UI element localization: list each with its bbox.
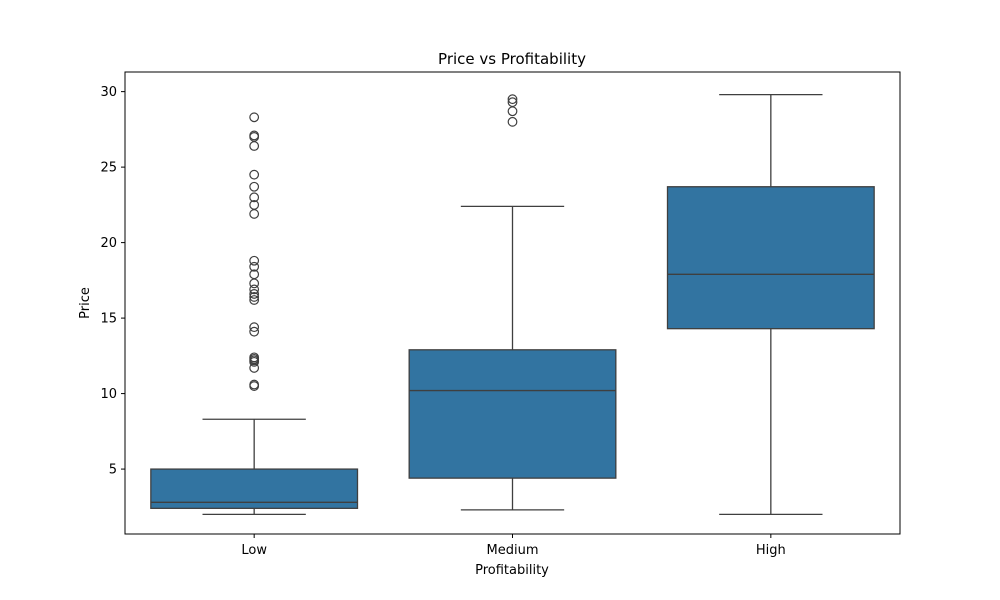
x-axis-label: Profitability — [475, 563, 549, 578]
outlier-point — [507, 116, 518, 127]
outlier-point — [249, 292, 260, 302]
box-medium — [408, 94, 617, 511]
outlier-point — [507, 97, 518, 108]
x-axis: Low Medium High — [241, 534, 786, 558]
iqr-box — [408, 349, 617, 479]
outlier-point — [249, 269, 260, 280]
outlier-point — [249, 352, 260, 363]
box-high — [666, 93, 875, 516]
outlier-point — [249, 169, 260, 180]
y-tick-label: 10 — [100, 387, 117, 402]
y-axis: 5 10 15 20 25 30 — [100, 85, 125, 478]
outlier-point — [249, 130, 260, 141]
outlier-point — [249, 295, 260, 305]
outlier-point — [249, 141, 260, 151]
outlier-point — [249, 192, 260, 203]
y-tick-label: 20 — [100, 236, 117, 251]
outlier-point — [249, 278, 260, 289]
outlier-point — [507, 106, 518, 117]
y-axis-label: Price — [78, 287, 93, 319]
outlier-point — [249, 261, 260, 272]
outlier-point — [507, 94, 518, 105]
outlier-point — [249, 379, 260, 390]
iqr-box — [666, 186, 875, 330]
plot-content — [150, 93, 875, 516]
outlier-point — [249, 322, 260, 333]
outlier-point — [249, 209, 260, 219]
y-tick-label: 25 — [100, 161, 117, 176]
outlier-point — [249, 284, 260, 295]
box-low — [150, 112, 359, 516]
outlier-point — [249, 181, 260, 192]
y-tick-label: 5 — [109, 463, 117, 478]
outlier-point — [249, 289, 260, 299]
y-tick-label: 15 — [100, 312, 117, 327]
y-tick-label: 30 — [100, 85, 117, 100]
x-tick-label: High — [756, 543, 786, 558]
x-tick-label: Low — [241, 543, 267, 558]
x-tick-label: Medium — [487, 543, 539, 558]
outlier-point — [249, 255, 260, 266]
chart-title: Price vs Profitability — [438, 50, 586, 68]
outlier-point — [249, 112, 260, 123]
outlier-point — [249, 326, 260, 337]
outlier-point — [249, 199, 260, 210]
